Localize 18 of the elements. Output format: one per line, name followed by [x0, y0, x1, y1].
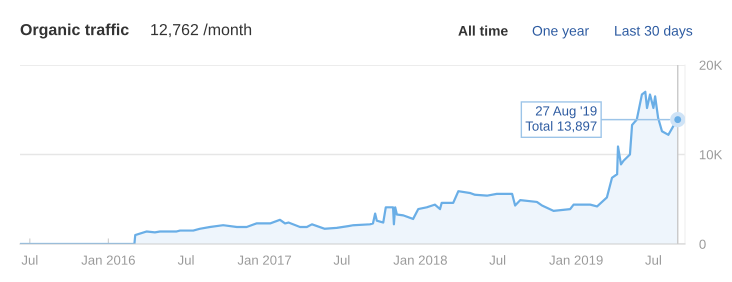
chart-subtitle: 12,762 /month [151, 24, 252, 38]
x-tick-label: Jul [645, 255, 661, 265]
x-tick-label: Jul [178, 255, 194, 265]
x-tick-label: Jul [334, 255, 350, 265]
x-tick-label: Jul [22, 255, 38, 265]
chart-title: Organic traffic [20, 24, 129, 38]
text: All time [458, 26, 508, 36]
y-tick-label: 0 [699, 240, 706, 249]
x-tick-label: Jan 2018 [393, 255, 447, 265]
text: Last 30 days [615, 26, 692, 38]
annotation: 27 Aug '19 Total 13,897 [526, 106, 597, 132]
y-tick-label: 20K [700, 60, 722, 70]
x-tick-label: Jan 2019 [549, 255, 603, 265]
x-tick-label: Jul [489, 255, 506, 265]
x-tick-label: Jan 2017 [238, 255, 292, 265]
text: One year [532, 26, 589, 38]
y-tick-label: 10K [700, 150, 722, 160]
x-tick-label: Jan 2016 [81, 255, 135, 265]
